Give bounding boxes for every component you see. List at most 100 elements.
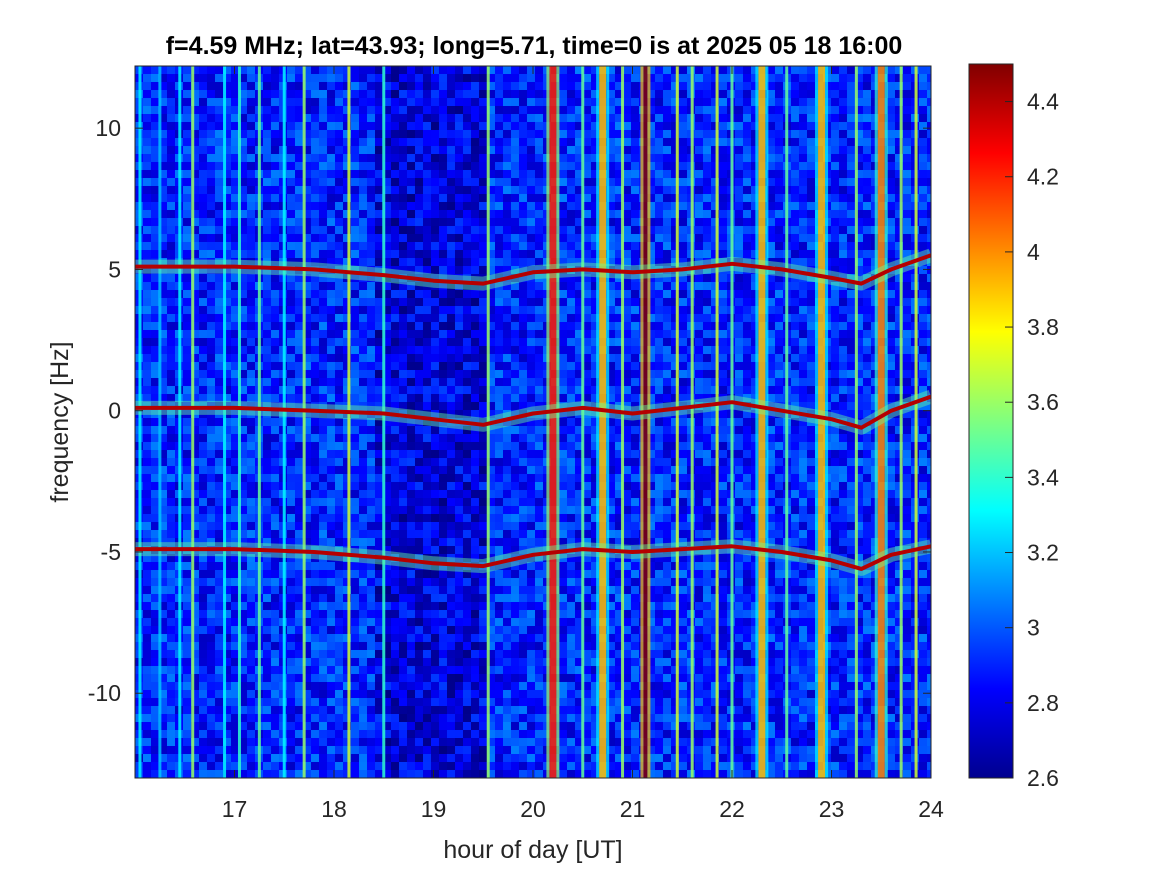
heatmap-cell xyxy=(183,122,191,130)
heatmap-cell xyxy=(319,554,327,562)
heatmap-cell xyxy=(311,562,319,570)
heatmap-cell xyxy=(471,146,479,154)
heatmap-cell xyxy=(519,306,527,314)
heatmap-cell xyxy=(503,66,511,74)
heatmap-cell xyxy=(407,554,415,562)
heatmap-cell xyxy=(391,578,399,586)
heatmap-cell xyxy=(439,442,447,450)
heatmap-cell xyxy=(527,586,535,594)
heatmap-cell xyxy=(559,242,567,250)
heatmap-cell xyxy=(535,642,543,650)
heatmap-cell xyxy=(359,90,367,98)
heatmap-cell xyxy=(183,714,191,722)
heatmap-cell xyxy=(351,626,359,634)
heatmap-cell xyxy=(311,338,319,346)
heatmap-cell xyxy=(527,338,535,346)
heatmap-cell xyxy=(359,394,367,402)
heatmap-cell xyxy=(303,346,311,354)
heatmap-cell xyxy=(391,746,399,754)
heatmap-cell xyxy=(375,402,383,410)
heatmap-cell xyxy=(431,306,439,314)
heatmap-cell xyxy=(567,362,575,370)
heatmap-cell xyxy=(159,450,167,458)
heatmap-cell xyxy=(199,690,207,698)
heatmap-cell xyxy=(383,194,391,202)
heatmap-cell xyxy=(167,594,175,602)
heatmap-cell xyxy=(351,194,359,202)
heatmap-cell xyxy=(167,626,175,634)
heatmap-cell xyxy=(327,666,335,674)
heatmap-cell xyxy=(367,258,375,266)
heatmap-cell xyxy=(239,354,247,362)
heatmap-cell xyxy=(487,218,495,226)
heatmap-cell xyxy=(303,66,311,74)
heatmap-cell xyxy=(535,74,543,82)
heatmap-cell xyxy=(151,306,159,314)
heatmap-cell xyxy=(287,530,295,538)
heatmap-cell xyxy=(143,650,151,658)
heatmap-cell xyxy=(247,258,255,266)
heatmap-cell xyxy=(423,362,431,370)
heatmap-cell xyxy=(375,602,383,610)
heatmap-cell xyxy=(207,482,215,490)
heatmap-cell xyxy=(231,298,239,306)
heatmap-cell xyxy=(287,162,295,170)
heatmap-cell xyxy=(479,130,487,138)
heatmap-cell xyxy=(327,722,335,730)
heatmap-cell xyxy=(383,690,391,698)
heatmap-cell xyxy=(559,410,567,418)
heatmap-cell xyxy=(303,178,311,186)
heatmap-cell xyxy=(207,530,215,538)
heatmap-cell xyxy=(263,250,271,258)
heatmap-cell xyxy=(311,522,319,530)
heatmap-cell xyxy=(167,666,175,674)
heatmap-cell xyxy=(407,218,415,226)
heatmap-cell xyxy=(311,506,319,514)
heatmap-cell xyxy=(479,298,487,306)
heatmap-cell xyxy=(215,298,223,306)
heatmap-cell xyxy=(327,394,335,402)
heatmap-cell xyxy=(439,114,447,122)
heatmap-cell xyxy=(367,714,375,722)
heatmap-cell xyxy=(143,330,151,338)
heatmap-cell xyxy=(159,482,167,490)
heatmap-cell xyxy=(151,554,159,562)
heatmap-cell xyxy=(511,746,519,754)
heatmap-cell xyxy=(159,90,167,98)
heatmap-cell xyxy=(487,98,495,106)
heatmap-cell xyxy=(327,66,335,74)
heatmap-cell xyxy=(167,210,175,218)
heatmap-cell xyxy=(511,722,519,730)
heatmap-cell xyxy=(151,138,159,146)
heatmap-cell xyxy=(215,658,223,666)
heatmap-cell xyxy=(559,634,567,642)
heatmap-cell xyxy=(295,466,303,474)
heatmap-cell xyxy=(439,178,447,186)
heatmap-cell xyxy=(239,610,247,618)
heatmap-cell xyxy=(535,490,543,498)
heatmap-cell xyxy=(463,546,471,554)
heatmap-cell xyxy=(447,282,455,290)
heatmap-cell xyxy=(311,762,319,770)
heatmap-cell xyxy=(159,98,167,106)
heatmap-cell xyxy=(359,290,367,298)
heatmap-cell xyxy=(511,570,519,578)
heatmap-cell xyxy=(535,690,543,698)
heatmap-cell xyxy=(559,506,567,514)
heatmap-cell xyxy=(407,602,415,610)
heatmap-cell xyxy=(263,682,271,690)
heatmap-cell xyxy=(415,282,423,290)
heatmap-cell xyxy=(247,642,255,650)
heatmap-cell xyxy=(479,730,487,738)
heatmap-cell xyxy=(439,602,447,610)
heatmap-cell xyxy=(439,338,447,346)
heatmap-cell xyxy=(511,322,519,330)
heatmap-cell xyxy=(495,690,503,698)
heatmap-cell xyxy=(223,66,231,74)
heatmap-cell xyxy=(167,394,175,402)
heatmap-cell xyxy=(215,626,223,634)
heatmap-cell xyxy=(495,386,503,394)
heatmap-cell xyxy=(503,418,511,426)
heatmap-cell xyxy=(263,282,271,290)
heatmap-cell xyxy=(559,274,567,282)
